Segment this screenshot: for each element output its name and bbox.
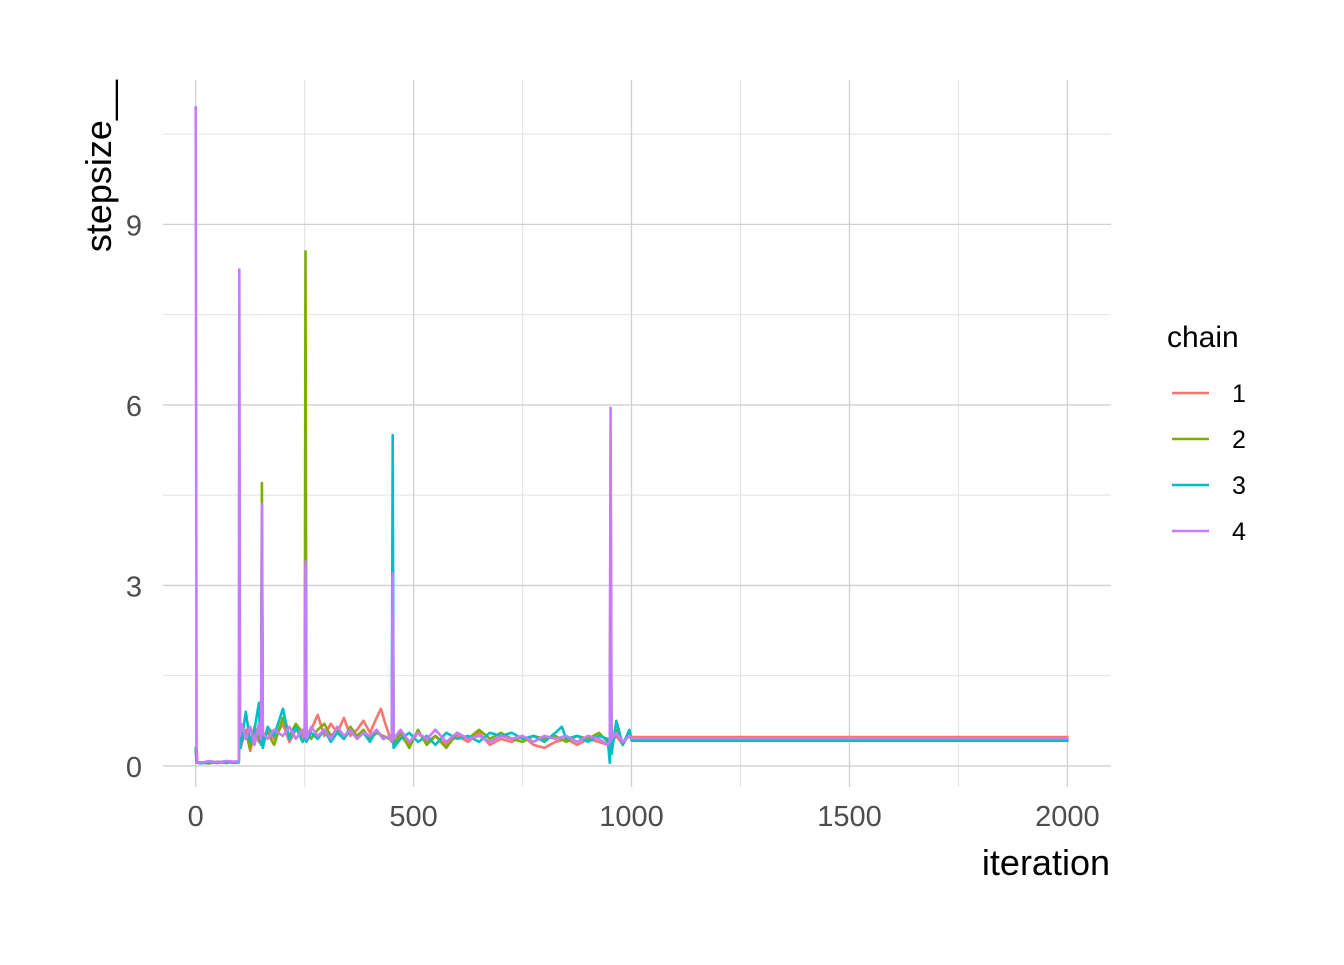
y-tick-label: 6 — [126, 391, 142, 423]
x-tick-label: 2000 — [1035, 801, 1100, 833]
legend-items: 1 2 3 4 — [1172, 380, 1246, 546]
x-axis-title: iteration — [982, 842, 1110, 883]
legend: chain 1 2 3 4 — [1167, 321, 1246, 546]
legend-label-chain-2: 2 — [1232, 426, 1246, 454]
x-tick-label: 0 — [188, 801, 204, 833]
y-tick-label: 9 — [126, 210, 142, 242]
x-axis-tick-labels: 0 500 1000 1500 2000 — [188, 801, 1100, 833]
legend-label-chain-4: 4 — [1232, 518, 1246, 546]
x-tick-label: 1000 — [599, 801, 664, 833]
x-tick-label: 500 — [389, 801, 437, 833]
y-tick-label: 0 — [126, 752, 142, 784]
y-axis-tick-labels: 0 3 6 9 — [126, 210, 142, 784]
legend-label-chain-1: 1 — [1232, 380, 1246, 408]
legend-label-chain-3: 3 — [1232, 472, 1246, 500]
grid-lines — [163, 80, 1111, 787]
y-tick-label: 3 — [126, 571, 142, 603]
series-line-chain-4 — [194, 105, 1069, 765]
x-tick-label: 1500 — [817, 801, 882, 833]
axes: 0 500 1000 1500 2000 0 3 6 9 iteration stepsize… — [78, 79, 1110, 883]
y-axis-title: stepsize__ — [78, 79, 119, 252]
legend-title: chain — [1167, 321, 1239, 354]
series-lines — [194, 105, 1069, 765]
